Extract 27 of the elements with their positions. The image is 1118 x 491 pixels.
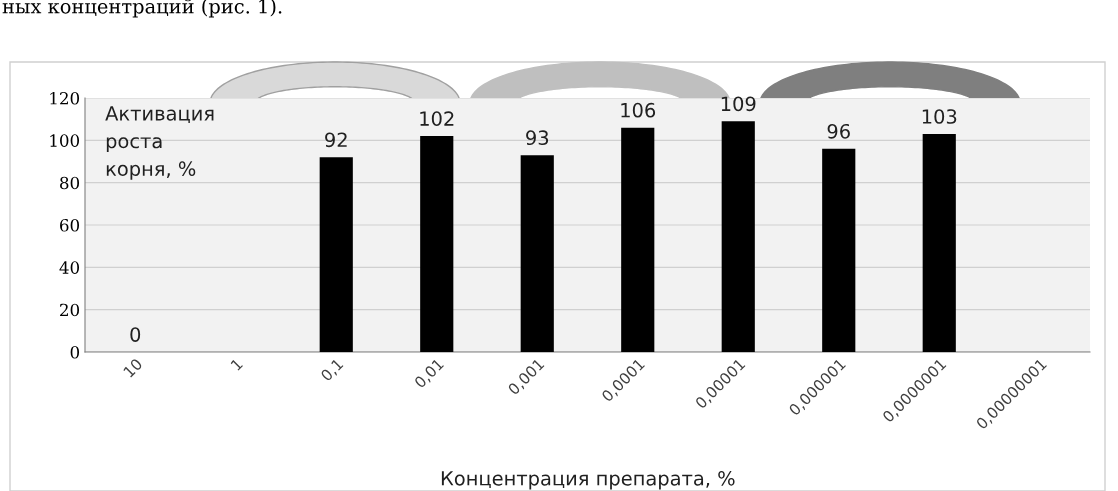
data-label: 96 [827,123,850,139]
bar [721,121,755,352]
bar [621,127,655,352]
bar [520,155,554,352]
bar [822,148,856,352]
y-tick-label: 20 [60,303,80,317]
data-label: 109 [721,96,756,112]
y-tick-label: 60 [60,218,80,232]
data-label: 102 [420,111,454,126]
x-tick-label: 0,1 [319,358,345,383]
data-label: 103 [922,109,957,124]
bar [319,157,353,352]
y-tick-label: 100 [50,134,80,147]
y-axis-title: Активация роста корня, % [105,106,214,180]
bar [922,133,956,352]
data-label: 106 [621,102,656,118]
y-tick-label: 40 [59,261,80,274]
x-tick-label: 10 [122,357,143,378]
data-label: 92 [325,132,347,148]
data-label: 93 [526,130,549,146]
y-tick-label: 120 [50,91,80,105]
y-tick-label: 80 [60,176,80,190]
x-axis-title: Концентрация препарата, % [441,470,735,490]
data-label: 0 [130,327,141,342]
bar [420,136,454,352]
x-tick-label: 1 [230,358,243,371]
y-tick-label: 0 [70,345,80,359]
